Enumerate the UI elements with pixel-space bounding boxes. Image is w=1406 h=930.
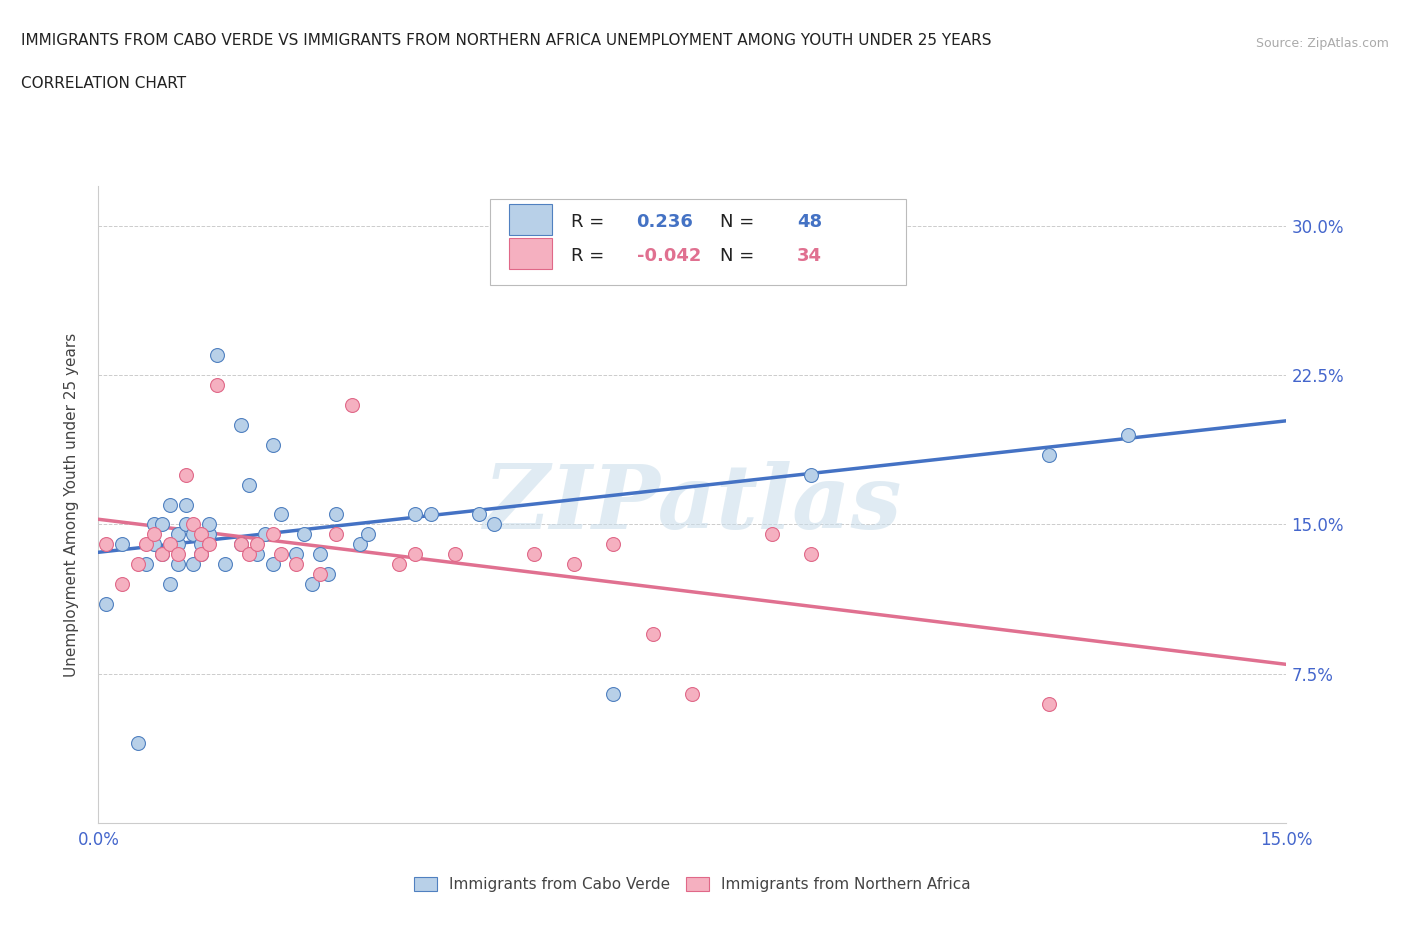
Point	[159, 537, 181, 551]
Point	[562, 557, 585, 572]
Point	[309, 547, 332, 562]
Point	[602, 537, 624, 551]
Point	[150, 547, 173, 562]
Point	[229, 537, 252, 551]
Point	[142, 527, 165, 542]
Text: R =: R =	[571, 247, 610, 265]
Point	[444, 547, 467, 562]
Point	[1038, 447, 1060, 462]
Text: N =: N =	[720, 213, 759, 232]
Point	[800, 547, 823, 562]
Point	[150, 517, 173, 532]
Point	[96, 597, 118, 612]
Text: 0.236: 0.236	[637, 213, 693, 232]
Text: ZIPatlas: ZIPatlas	[484, 461, 901, 548]
Point	[142, 517, 165, 532]
Point	[301, 577, 323, 591]
Point	[174, 498, 197, 512]
Point	[262, 437, 284, 452]
Point	[229, 537, 252, 551]
Point	[127, 557, 149, 572]
Text: Source: ZipAtlas.com: Source: ZipAtlas.com	[1256, 37, 1389, 50]
Point	[96, 537, 118, 551]
Point	[602, 686, 624, 701]
Point	[761, 527, 783, 542]
Point	[682, 686, 704, 701]
Bar	[509, 238, 553, 269]
Point	[285, 557, 308, 572]
Point	[190, 527, 212, 542]
Point	[174, 517, 197, 532]
Point	[150, 547, 173, 562]
Point	[316, 566, 339, 581]
Point	[111, 537, 134, 551]
Point	[183, 517, 205, 532]
Point	[166, 527, 188, 542]
Point	[229, 418, 252, 432]
Point	[198, 527, 221, 542]
Point	[198, 537, 221, 551]
Text: 34: 34	[797, 247, 823, 265]
Point	[349, 537, 371, 551]
Point	[253, 527, 276, 542]
Point	[207, 378, 229, 392]
Point	[159, 577, 181, 591]
Point	[183, 527, 205, 542]
Point	[142, 537, 165, 551]
Text: R =: R =	[571, 213, 610, 232]
Point	[523, 547, 546, 562]
Point	[190, 537, 212, 551]
Point	[292, 527, 315, 542]
Point	[404, 507, 426, 522]
Point	[270, 507, 292, 522]
Text: -0.042: -0.042	[637, 247, 702, 265]
Y-axis label: Unemployment Among Youth under 25 years: Unemployment Among Youth under 25 years	[65, 332, 79, 677]
Point	[190, 547, 212, 562]
Text: 48: 48	[797, 213, 823, 232]
Point	[127, 736, 149, 751]
Text: IMMIGRANTS FROM CABO VERDE VS IMMIGRANTS FROM NORTHERN AFRICA UNEMPLOYMENT AMONG: IMMIGRANTS FROM CABO VERDE VS IMMIGRANTS…	[21, 33, 991, 47]
Point	[388, 557, 411, 572]
Point	[174, 467, 197, 482]
Point	[246, 547, 269, 562]
Point	[285, 547, 308, 562]
Point	[325, 507, 347, 522]
Point	[214, 557, 236, 572]
Point	[357, 527, 380, 542]
Point	[800, 467, 823, 482]
Point	[190, 547, 212, 562]
Point	[1038, 697, 1060, 711]
Point	[340, 397, 363, 412]
Point	[166, 537, 188, 551]
Point	[159, 498, 181, 512]
Point	[207, 348, 229, 363]
Point	[325, 527, 347, 542]
Point	[111, 577, 134, 591]
Point	[467, 507, 489, 522]
Legend: Immigrants from Cabo Verde, Immigrants from Northern Africa: Immigrants from Cabo Verde, Immigrants f…	[408, 870, 977, 898]
Point	[166, 547, 188, 562]
Text: N =: N =	[720, 247, 759, 265]
Point	[135, 537, 157, 551]
Point	[641, 627, 664, 642]
Point	[246, 537, 269, 551]
Point	[238, 477, 260, 492]
Point	[262, 557, 284, 572]
Point	[1116, 428, 1139, 443]
Point	[238, 547, 260, 562]
Point	[166, 557, 188, 572]
Point	[262, 527, 284, 542]
Point	[484, 517, 506, 532]
Bar	[509, 205, 553, 235]
Point	[420, 507, 443, 522]
Point	[183, 557, 205, 572]
Point	[135, 557, 157, 572]
Point	[198, 517, 221, 532]
Point	[404, 547, 426, 562]
Text: CORRELATION CHART: CORRELATION CHART	[21, 76, 186, 91]
FancyBboxPatch shape	[491, 199, 907, 285]
Point	[270, 547, 292, 562]
Point	[309, 566, 332, 581]
Point	[562, 268, 585, 283]
